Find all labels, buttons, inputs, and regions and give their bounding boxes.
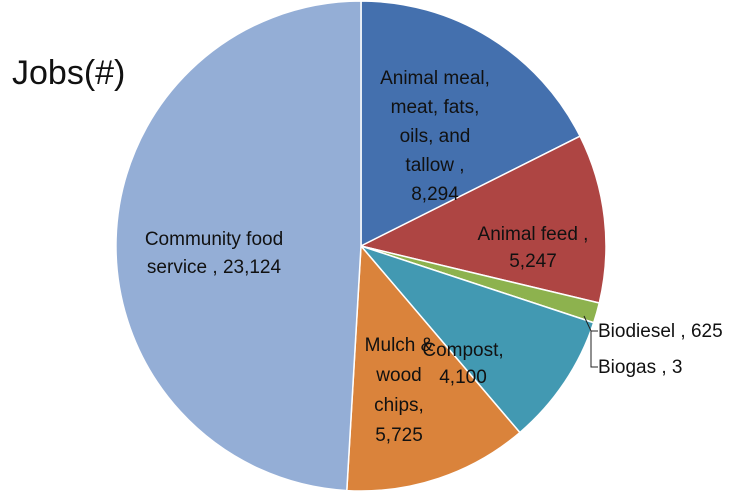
pie-slices — [115, 0, 607, 492]
leader-lines — [583, 315, 598, 368]
slice-label-compost: Compost, 4,100 — [422, 340, 503, 388]
slice-label-community-food-service: Community food service , 23,124 — [145, 229, 283, 278]
pie-slice-community-food-service — [115, 0, 362, 492]
slice-label-animal-meal-meat-fats-oils-and-tallow: Animal meal, meat, fats, oils, and tallow ,… — [380, 68, 490, 205]
pie-slice-compost — [360, 245, 595, 434]
slice-label-biogas: Biogas , 3 — [598, 357, 683, 378]
slice-labels: Animal meal, meat, fats, oils, and tallow ,… — [145, 68, 723, 446]
leader-line-biogas — [590, 331, 598, 368]
slice-label-biodiesel: Biodiesel , 625 — [598, 321, 723, 342]
pie-slice-animal-meal-meat-fats-oils-and-tallow — [360, 0, 581, 247]
pie-slice-animal-feed — [360, 135, 607, 304]
pie-slice-mulch-wood-chips — [346, 245, 521, 492]
slice-label-animal-feed: Animal feed , 5,247 — [478, 224, 589, 272]
slice-label-mulch-wood-chips: Mulch & wood chips, 5,725 — [365, 335, 434, 446]
chart-title: Jobs(#) — [12, 54, 125, 92]
